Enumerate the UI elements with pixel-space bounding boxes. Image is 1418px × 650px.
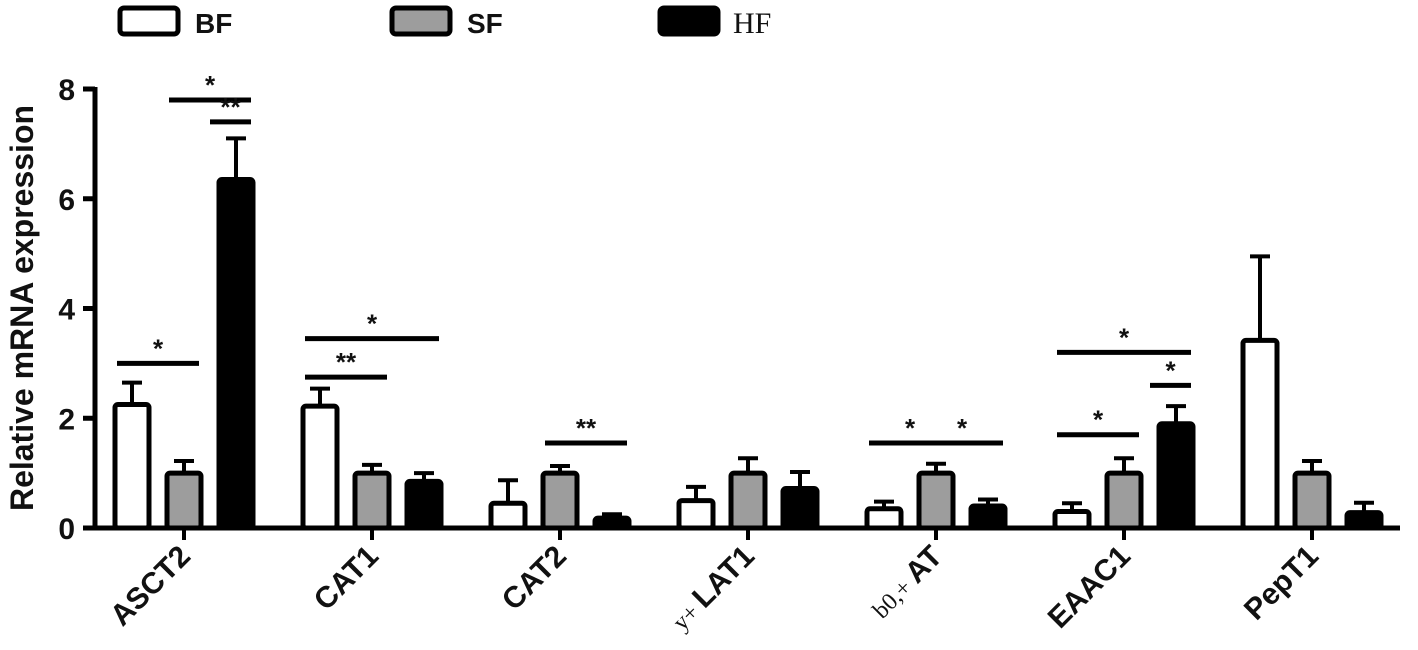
significance-markers: ********* * **** — [117, 70, 1191, 446]
significance-label-9: * — [1165, 355, 1176, 385]
bar-HF-6 — [1344, 510, 1384, 531]
x-tick-label-2: CAT2 — [496, 540, 573, 617]
bar-BF-5 — [1052, 509, 1092, 531]
bar-SF-2 — [540, 470, 580, 531]
x-tick-label-4: b0,+ AT — [864, 540, 949, 625]
bar-SF-0 — [164, 470, 204, 531]
bar-BF-3 — [676, 498, 716, 531]
bar-BF-2 — [488, 500, 528, 531]
bar-SF-6 — [1292, 470, 1332, 531]
bar-SF-5 — [1104, 470, 1144, 531]
bar-HF-5 — [1156, 421, 1196, 531]
significance-label-1: ** — [220, 92, 241, 122]
y-tick-label-4: 4 — [58, 294, 75, 327]
significance-label-4: ** — [336, 347, 357, 377]
y-axis-label: Relative mRNA expression — [4, 105, 40, 511]
bar-BF-1 — [300, 403, 340, 531]
x-tick-main-0: ASCT2 — [104, 540, 197, 633]
significance-label-8: * — [1119, 322, 1130, 352]
x-tick-main-6: PepT1 — [1238, 540, 1325, 627]
significance-label-5: ** — [576, 413, 597, 443]
x-tick-main-3: LAT1 — [686, 540, 761, 615]
bar-BF-4 — [864, 506, 904, 531]
bar-BF-6 — [1240, 337, 1280, 531]
bar-SF-3 — [728, 470, 768, 531]
significance-label-0: * — [205, 70, 216, 100]
significance-label-7: * — [957, 413, 968, 443]
x-tick-labels: ASCT2 CAT1 CAT2 y+ LAT1 b0,+ AT EAAC1 PepT1 — [104, 540, 1325, 637]
x-tick-label-0: ASCT2 — [104, 540, 197, 633]
significance-label-10: * — [1093, 405, 1104, 435]
legend-swatch-HF — [657, 5, 721, 37]
significance-label-3: * — [367, 309, 378, 339]
bar-SF-4 — [916, 470, 956, 531]
significance-label-6: * — [905, 413, 916, 443]
y-tick-label-8: 8 — [58, 74, 75, 107]
x-tick-main-1: CAT1 — [308, 540, 385, 617]
legend-swatch-BF — [117, 5, 181, 37]
bar-BF-0 — [112, 402, 152, 531]
legend-swatch-SF — [389, 5, 453, 37]
x-tick-label-5: EAAC1 — [1042, 540, 1137, 635]
bar-HF-3 — [780, 485, 820, 531]
x-tick-label-6: PepT1 — [1238, 540, 1325, 627]
bars — [112, 136, 1384, 531]
bar-SF-1 — [352, 470, 392, 531]
x-tick-main-5: EAAC1 — [1042, 540, 1137, 635]
legend-label-BF: BF — [195, 8, 232, 39]
x-tick-label-1: CAT1 — [308, 540, 385, 617]
bar-HF-4 — [968, 503, 1008, 531]
significance-label-2: * — [153, 333, 164, 363]
bar-HF-1 — [404, 478, 444, 531]
x-tick-main-2: CAT2 — [496, 540, 573, 617]
bar-HF-0 — [216, 177, 256, 531]
legend-label-HF: HF — [733, 7, 771, 40]
y-tick-label-2: 2 — [58, 403, 75, 436]
y-tick-label-0: 0 — [58, 513, 75, 546]
y-tick-label-6: 6 — [58, 184, 75, 217]
x-tick-label-3: y+ LAT1 — [664, 540, 761, 637]
legend-label-SF: SF — [467, 8, 503, 39]
legend: BF SF HF — [117, 5, 771, 40]
bar-HF-2 — [592, 515, 632, 531]
